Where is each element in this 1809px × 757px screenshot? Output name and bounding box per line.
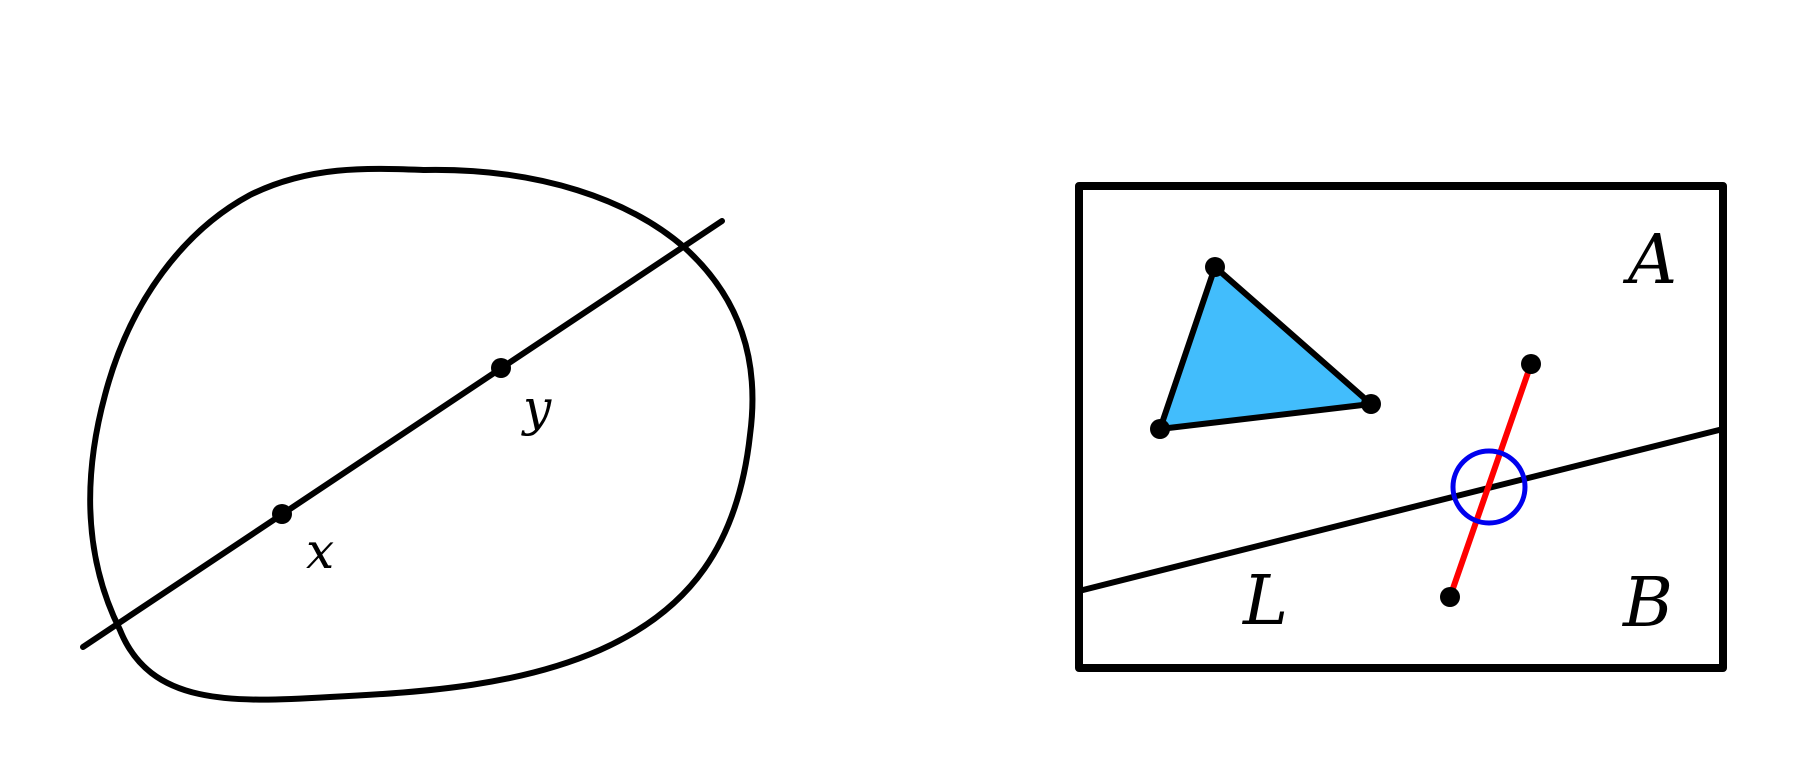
triangle-outline <box>1157 264 1374 432</box>
segment-endpoint-bottom <box>1440 587 1460 607</box>
label-B: B <box>1621 564 1673 643</box>
label-L: L <box>1241 562 1288 641</box>
left-figure: x y <box>80 165 756 703</box>
crossing-segment <box>1447 361 1534 600</box>
closed-curve <box>87 165 756 703</box>
intersection-marker <box>1450 448 1528 526</box>
triangle-vertex-top <box>1205 257 1225 277</box>
line-through-x-y <box>80 218 725 650</box>
label-x: x <box>306 522 334 580</box>
region-rectangle <box>1075 182 1727 672</box>
triangle <box>1160 267 1371 429</box>
label-y: y <box>521 379 552 437</box>
triangle-vertex-right <box>1361 394 1381 414</box>
right-figure: A B L <box>1075 182 1727 672</box>
label-A: A <box>1622 221 1677 300</box>
line-L <box>1078 426 1724 594</box>
point-x <box>272 504 292 524</box>
point-y <box>491 358 511 378</box>
triangle-vertex-left <box>1150 419 1170 439</box>
segment-endpoint-top <box>1521 354 1541 374</box>
